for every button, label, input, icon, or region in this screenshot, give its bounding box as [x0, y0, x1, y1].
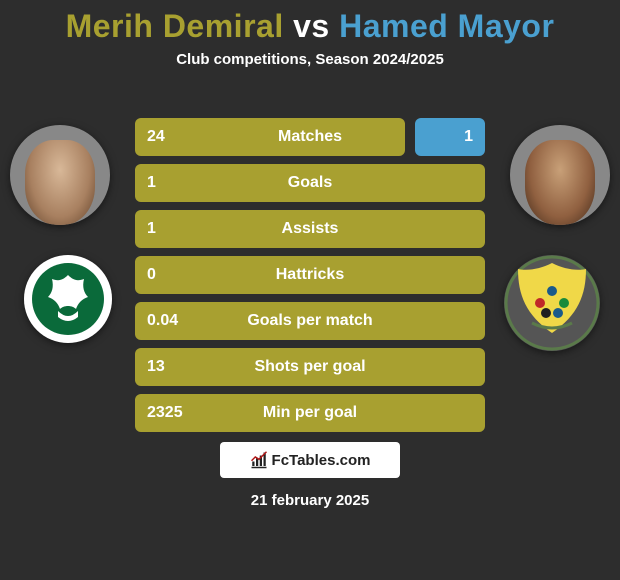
stats-container: 241Matches 1Goals 1Assists 0Hattricks 0.04Go… — [135, 118, 485, 440]
stat-row: 1Assists — [135, 210, 485, 248]
player1-name: Merih Demiral — [66, 8, 284, 44]
footer-date: 21 february 2025 — [0, 492, 620, 509]
player2-name: Hamed Mayor — [339, 8, 554, 44]
stat-row: 2325Min per goal — [135, 394, 485, 432]
stat-row: 0Hattricks — [135, 256, 485, 294]
stat-row: 241Matches — [135, 118, 485, 156]
player2-club-logo — [504, 255, 600, 351]
player2-head-icon — [525, 140, 595, 225]
stat-label: Shots per goal — [135, 348, 485, 386]
chart-icon — [250, 451, 268, 469]
player1-club-logo — [24, 255, 112, 343]
player1-avatar — [10, 125, 110, 225]
stat-label: Goals — [135, 164, 485, 202]
brand-badge: FcTables.com — [220, 442, 400, 478]
brand-text: FcTables.com — [272, 452, 371, 469]
comparison-title: Merih Demiral vs Hamed Mayor — [0, 0, 620, 45]
vs-text: vs — [293, 8, 330, 44]
stat-label: Goals per match — [135, 302, 485, 340]
stat-row: 0.04Goals per match — [135, 302, 485, 340]
stat-label: Min per goal — [135, 394, 485, 432]
competition-subtitle: Club competitions, Season 2024/2025 — [0, 51, 620, 68]
stat-label: Assists — [135, 210, 485, 248]
player1-head-icon — [25, 140, 95, 225]
stat-row: 13Shots per goal — [135, 348, 485, 386]
player2-avatar — [510, 125, 610, 225]
stat-label: Hattricks — [135, 256, 485, 294]
stat-label: Matches — [135, 118, 485, 156]
stat-row: 1Goals — [135, 164, 485, 202]
